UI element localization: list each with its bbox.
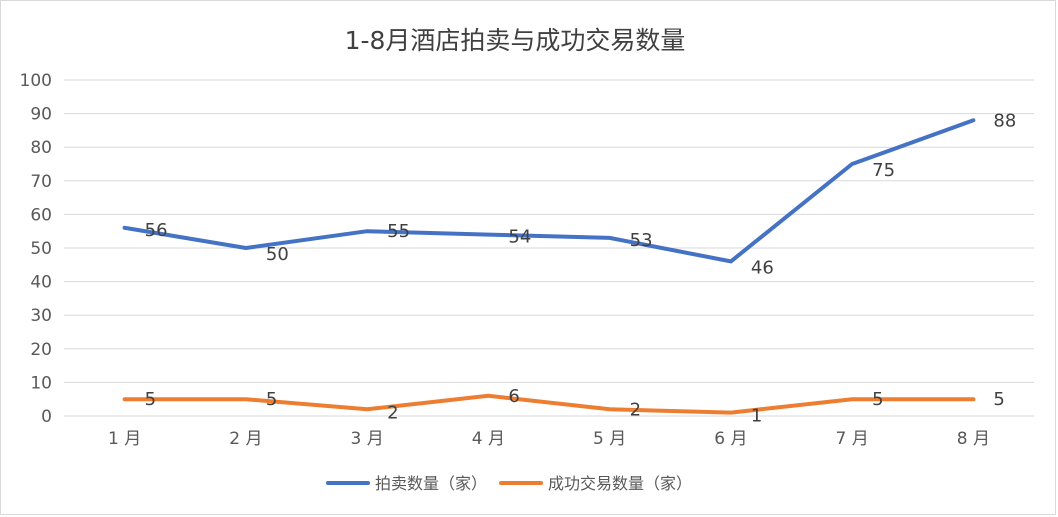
x-tick-label: 5 月 — [593, 429, 626, 449]
y-tick-label: 0 — [41, 407, 52, 427]
x-tick-label: 3 月 — [351, 429, 384, 449]
data-label: 2 — [387, 402, 398, 423]
data-label: 5 — [145, 389, 156, 410]
legend-label-1: 拍卖数量（家） — [375, 474, 487, 493]
y-tick-label: 40 — [30, 273, 52, 293]
y-tick-label: 60 — [30, 205, 52, 225]
data-label: 50 — [266, 244, 289, 265]
data-label: 75 — [872, 160, 895, 181]
data-label: 6 — [508, 386, 519, 407]
y-tick-label: 70 — [30, 172, 52, 192]
x-tick-label: 7 月 — [836, 429, 869, 449]
data-label: 46 — [751, 257, 774, 278]
legend: 拍卖数量（家） 成功交易数量（家） — [326, 474, 692, 493]
data-label: 1 — [751, 406, 762, 427]
y-tick-label: 90 — [30, 105, 52, 125]
data-label: 5 — [872, 389, 883, 410]
y-tick-label: 50 — [30, 239, 52, 259]
data-label: 5 — [266, 389, 277, 410]
data-label: 5 — [993, 389, 1004, 410]
series-lines — [122, 118, 976, 415]
legend-label-2: 成功交易数量（家） — [548, 474, 692, 493]
x-tick-label: 2 月 — [229, 429, 262, 449]
data-label: 88 — [993, 110, 1016, 131]
x-tick-label: 4 月 — [472, 429, 505, 449]
data-label: 55 — [387, 221, 410, 242]
data-label: 56 — [145, 220, 168, 241]
data-label: 54 — [508, 227, 531, 248]
y-tick-label: 30 — [30, 306, 52, 326]
x-tick-label: 6 月 — [714, 429, 747, 449]
gridlines — [64, 79, 1034, 417]
series-line-1 — [122, 118, 976, 264]
chart-title: 1-8月酒店拍卖与成功交易数量 — [345, 26, 686, 55]
x-axis-ticks: 1 月 2 月 3 月 4 月 5 月 6 月 7 月 8 月 — [108, 429, 990, 449]
x-tick-label: 8 月 — [957, 429, 990, 449]
y-tick-label: 100 — [20, 71, 52, 91]
x-tick-label: 1 月 — [108, 429, 141, 449]
y-axis-ticks: 0 10 20 30 40 50 60 70 80 90 100 — [20, 71, 52, 427]
y-tick-label: 80 — [30, 138, 52, 158]
data-label: 2 — [630, 399, 641, 420]
y-tick-label: 10 — [30, 373, 52, 393]
series-line-2 — [122, 393, 976, 415]
data-label: 53 — [630, 230, 653, 251]
y-tick-label: 20 — [30, 340, 52, 360]
